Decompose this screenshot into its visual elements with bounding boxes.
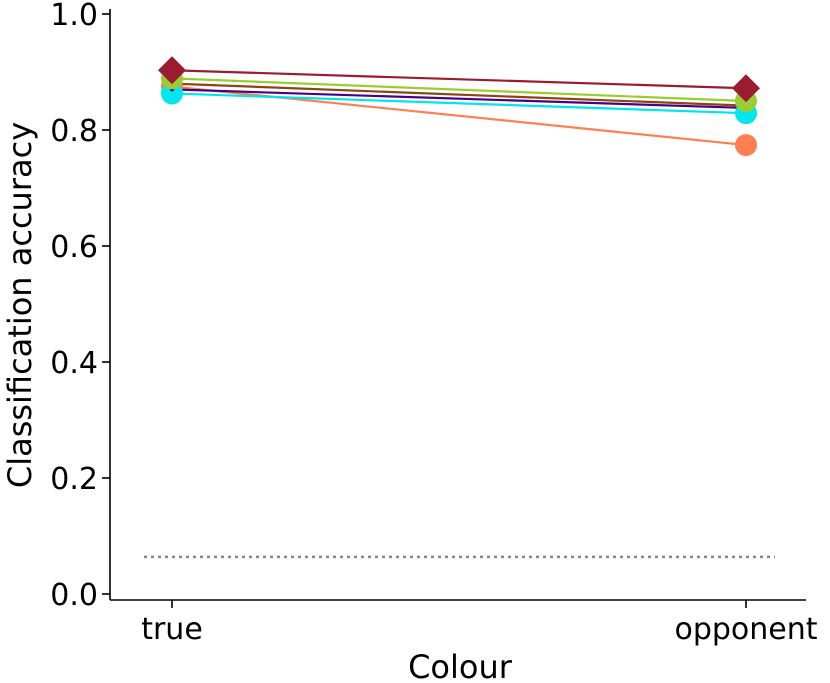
y-tick-label: 1.0 xyxy=(50,0,98,33)
y-tick-label: 0.6 xyxy=(50,230,98,265)
x-tick-label: opponent xyxy=(674,612,817,647)
series-line xyxy=(171,92,747,115)
y-ticks: 0.0 0.2 0.4 0.6 0.8 1.0 xyxy=(50,0,110,613)
series-line xyxy=(171,69,747,90)
data-point xyxy=(735,134,757,157)
y-tick-label: 0.0 xyxy=(50,578,98,613)
series-lines xyxy=(171,69,747,147)
series-line xyxy=(171,88,747,110)
series-line xyxy=(171,77,747,103)
data-point xyxy=(732,74,760,103)
x-axis-title: Colour xyxy=(408,648,513,683)
y-tick-label: 0.4 xyxy=(50,346,98,381)
data-point xyxy=(161,82,183,105)
y-tick-label: 0.8 xyxy=(50,114,98,149)
y-axis-title: Classification accuracy xyxy=(1,122,39,488)
series-markers xyxy=(158,56,760,157)
x-tick-label: true xyxy=(141,612,203,647)
data-point xyxy=(158,56,186,85)
y-tick-label: 0.2 xyxy=(50,462,98,497)
series-line xyxy=(171,82,747,107)
x-ticks: true opponent xyxy=(141,600,818,647)
